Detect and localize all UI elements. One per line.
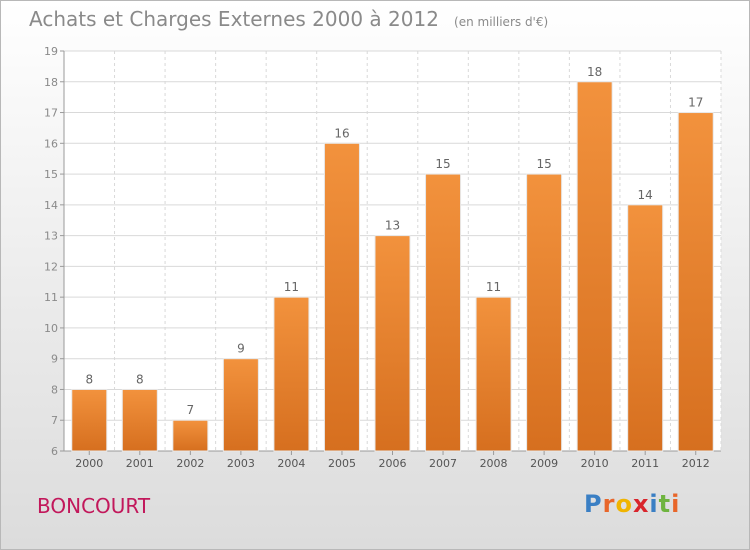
bar-value-label: 11 (284, 280, 299, 294)
logo-letter: P (584, 490, 603, 518)
y-tick-label: 16 (44, 137, 58, 150)
x-tick-label: 2002 (176, 457, 204, 470)
bar (677, 112, 714, 452)
chart-unit: (en milliers d'€) (454, 15, 549, 29)
x-tick-label: 2006 (379, 457, 407, 470)
bar (172, 419, 209, 452)
x-tick-label: 2000 (75, 457, 103, 470)
y-tick-label: 13 (44, 230, 58, 243)
bar (526, 173, 563, 452)
bar-value-label: 14 (638, 188, 653, 202)
bar-value-label: 7 (187, 403, 195, 417)
y-tick-label: 18 (44, 76, 58, 89)
bar-value-label: 18 (587, 65, 602, 79)
bar-value-label: 16 (334, 126, 349, 140)
y-tick-label: 10 (44, 322, 58, 335)
y-tick-label: 7 (51, 414, 58, 427)
bar-value-label: 13 (385, 219, 400, 233)
bar (71, 388, 108, 452)
logo-letter: i (671, 490, 681, 518)
logo-letter: r (602, 490, 616, 518)
bar (323, 142, 360, 452)
logo-letter: i (649, 490, 659, 518)
chart-title-text: Achats et Charges Externes 2000 à 2012 (29, 7, 439, 31)
y-tick-label: 11 (44, 291, 58, 304)
logo-letter: x (632, 490, 650, 518)
bar (576, 81, 613, 452)
y-tick-label: 15 (44, 168, 58, 181)
proxiti-logo: Proxiti (584, 490, 680, 518)
y-tick-label: 19 (44, 45, 58, 58)
bar-value-label: 17 (688, 96, 703, 110)
bar (121, 388, 158, 452)
bar-value-label: 15 (435, 157, 450, 171)
chart-title: Achats et Charges Externes 2000 à 2012 (… (29, 7, 548, 31)
x-tick-label: 2001 (126, 457, 154, 470)
x-tick-label: 2011 (631, 457, 659, 470)
y-tick-label: 6 (51, 445, 58, 458)
bar-value-label: 9 (237, 342, 245, 356)
bar (222, 358, 259, 452)
y-tick-label: 14 (44, 199, 58, 212)
bar-value-label: 11 (486, 280, 501, 294)
x-tick-label: 2008 (480, 457, 508, 470)
y-tick-label: 9 (51, 353, 58, 366)
logo-letter: o (615, 490, 633, 518)
x-tick-label: 2004 (277, 457, 305, 470)
logo-letter: t (658, 490, 672, 518)
y-tick-label: 12 (44, 260, 58, 273)
y-tick-label: 8 (51, 383, 58, 396)
x-tick-label: 2005 (328, 457, 356, 470)
x-tick-label: 2007 (429, 457, 457, 470)
commune-name: BONCOURT (37, 494, 151, 518)
bar (425, 173, 462, 452)
x-tick-label: 2003 (227, 457, 255, 470)
x-tick-label: 2009 (530, 457, 558, 470)
y-tick-label: 17 (44, 107, 58, 120)
bar-value-label: 15 (536, 157, 551, 171)
bar-value-label: 8 (85, 372, 93, 386)
bar (374, 235, 411, 452)
x-tick-label: 2012 (682, 457, 710, 470)
x-tick-label: 2010 (581, 457, 609, 470)
bar (475, 296, 512, 452)
bar (273, 296, 310, 452)
bar-value-label: 8 (136, 372, 144, 386)
bar (627, 204, 664, 452)
